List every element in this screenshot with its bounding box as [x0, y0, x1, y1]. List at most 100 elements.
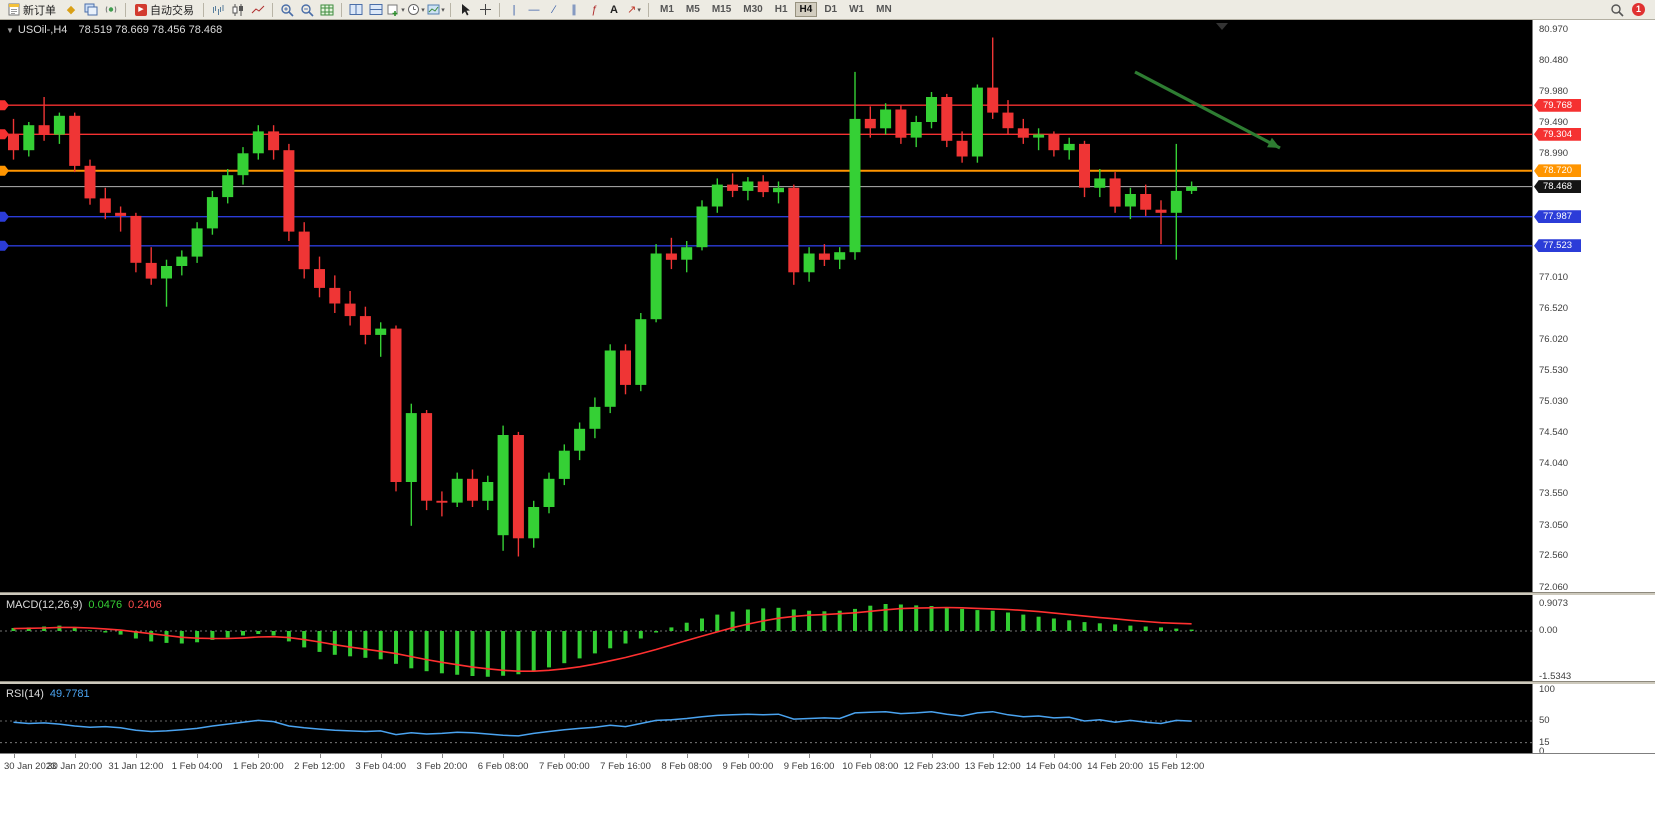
time-axis-label: 7 Feb 16:00 — [600, 761, 651, 772]
time-tick — [74, 754, 76, 758]
arrows-icon[interactable]: ↗ ▾ — [627, 4, 641, 16]
timeframe-m5-button[interactable]: M5 — [685, 4, 700, 15]
price-tag: 77.523 — [1534, 239, 1581, 253]
new-order-icon — [8, 3, 20, 16]
autotrading-button[interactable]: ▶ 自动交易 — [131, 1, 198, 19]
time-axis-label: 10 Feb 08:00 — [842, 761, 899, 772]
candle-body — [1094, 178, 1106, 188]
new-chart-icon[interactable]: ▾ — [387, 2, 405, 18]
diamond-icon[interactable]: ◆ — [66, 4, 76, 16]
price-axis-label: 77.010 — [1539, 271, 1569, 283]
candle-body — [145, 262, 157, 279]
candle-body — [8, 134, 19, 151]
rsi-canvas — [0, 710, 1532, 744]
period-clock-icon[interactable]: ▾ — [407, 2, 425, 18]
cascade-windows-icon[interactable] — [367, 2, 385, 18]
ohlc-values: 78.519 78.669 78.456 78.468 — [78, 24, 223, 36]
price-axis-label: 80.480 — [1539, 54, 1569, 66]
candle-body — [237, 153, 249, 176]
crosshair-icon[interactable] — [476, 2, 494, 18]
search-icon[interactable] — [1608, 2, 1626, 18]
timeframe-h4-button[interactable]: H4 — [794, 2, 818, 17]
toolbar-separator — [648, 2, 649, 17]
timeframe-w1-button[interactable]: W1 — [849, 4, 865, 15]
macd-label: MACD(12,26,9) 0.0476 0.2406 — [6, 599, 162, 611]
time-axis[interactable]: 30 Jan 2023 30 Jan 20:00 31 Jan 12:00 1 Feb… — [0, 753, 1655, 824]
timeframe-m15-button[interactable]: M15 — [711, 4, 732, 15]
macd-panel[interactable]: MACD(12,26,9) 0.0476 0.2406 — [0, 595, 1532, 681]
candle-body — [849, 118, 861, 253]
candle-body — [1140, 194, 1152, 210]
timeframe-d1-button[interactable]: D1 — [824, 4, 838, 15]
toolbar-separator — [272, 2, 273, 17]
candle-body — [956, 140, 968, 157]
main-chart[interactable]: ▼ USOil-,H4 78.519 78.669 78.456 78.468 — [0, 20, 1532, 592]
trend-arrow[interactable] — [1134, 70, 1281, 150]
price-tag: 78.720 — [1534, 164, 1581, 178]
candle-body — [69, 115, 81, 166]
candle-body — [390, 328, 402, 482]
tile-windows-icon[interactable] — [347, 2, 365, 18]
trend-arrow-head — [1267, 137, 1280, 148]
quick-trade-arrow-icon[interactable]: ▼ — [6, 26, 14, 35]
zoom-out-icon[interactable] — [298, 2, 316, 18]
candle-body — [1186, 186, 1198, 191]
time-axis-label: 13 Feb 12:00 — [964, 761, 1021, 772]
candle-body — [926, 97, 937, 122]
time-tick — [625, 754, 627, 758]
notification-badge[interactable]: 1 — [1632, 3, 1645, 16]
time-axis-label: 7 Feb 00:00 — [538, 761, 590, 772]
time-tick — [564, 754, 566, 758]
toolbar-separator — [125, 2, 126, 17]
candle-body — [161, 266, 172, 279]
toolbar: 新订单 ◆ ▶ 自动交易 ▾ ▾ ▾ — [0, 0, 1655, 20]
time-axis-label: 1 Feb 20:00 — [232, 761, 284, 772]
timeframe-m1-button[interactable]: M1 — [660, 4, 674, 15]
candle-body — [665, 253, 677, 260]
panel-splitter[interactable] — [0, 681, 1655, 684]
new-order-button[interactable]: 新订单 — [4, 1, 60, 19]
candle-body — [283, 150, 295, 232]
rsi-axis-label: 100 — [1539, 684, 1555, 695]
horizontal-line-icon[interactable]: — — [528, 3, 540, 16]
channel-icon[interactable]: ∥ — [571, 4, 577, 16]
bar-chart-icon[interactable] — [209, 2, 227, 18]
price-tag: 77.987 — [1534, 210, 1581, 224]
rsi-name: RSI(14) — [6, 688, 44, 700]
charts-window-icon[interactable] — [82, 2, 100, 18]
candle-body — [344, 303, 356, 317]
timeframe-h1-button[interactable]: H1 — [774, 4, 788, 15]
line-chart-icon[interactable] — [249, 2, 267, 18]
candle-body — [681, 247, 693, 260]
text-icon[interactable]: A — [610, 3, 618, 16]
zoom-in-icon[interactable] — [278, 2, 296, 18]
price-axis[interactable]: 80.970 80.480 79.980 79.490 78.990 77.010 76.5… — [1532, 20, 1655, 757]
time-axis-label: 12 Feb 23:00 — [903, 761, 960, 772]
rsi-axis-label: 50 — [1539, 715, 1550, 726]
rsi-axis-label: 0 — [1539, 746, 1545, 757]
chart-shift-marker[interactable] — [1216, 23, 1228, 30]
time-tick — [197, 754, 199, 758]
rsi-panel[interactable]: RSI(14) 49.7781 — [0, 684, 1532, 753]
time-tick — [931, 754, 933, 758]
candle-body — [574, 428, 586, 451]
grid-icon[interactable] — [318, 2, 336, 18]
cursor-icon[interactable] — [456, 2, 474, 18]
timeframe-mn-button[interactable]: MN — [876, 4, 892, 15]
time-tick — [503, 754, 505, 758]
candlestick-chart-icon[interactable] — [229, 2, 247, 18]
time-axis-label: 9 Feb 00:00 — [722, 761, 774, 772]
price-axis-label: 75.530 — [1539, 364, 1569, 376]
timeframe-m30-button[interactable]: M30 — [743, 4, 763, 15]
toolbar-separator — [341, 2, 342, 17]
fibonacci-icon[interactable]: ƒ — [590, 3, 598, 16]
candle-body — [880, 109, 892, 129]
template-icon[interactable]: ▾ — [427, 2, 445, 18]
price-chart-canvas[interactable] — [0, 20, 1532, 592]
hline-left-marker — [0, 211, 9, 222]
macd-canvas — [0, 604, 1532, 677]
vertical-line-icon[interactable]: | — [512, 3, 516, 16]
sound-alert-icon[interactable] — [102, 2, 120, 18]
panel-splitter[interactable] — [0, 592, 1655, 595]
trendline-icon[interactable]: ∕ — [553, 3, 555, 16]
